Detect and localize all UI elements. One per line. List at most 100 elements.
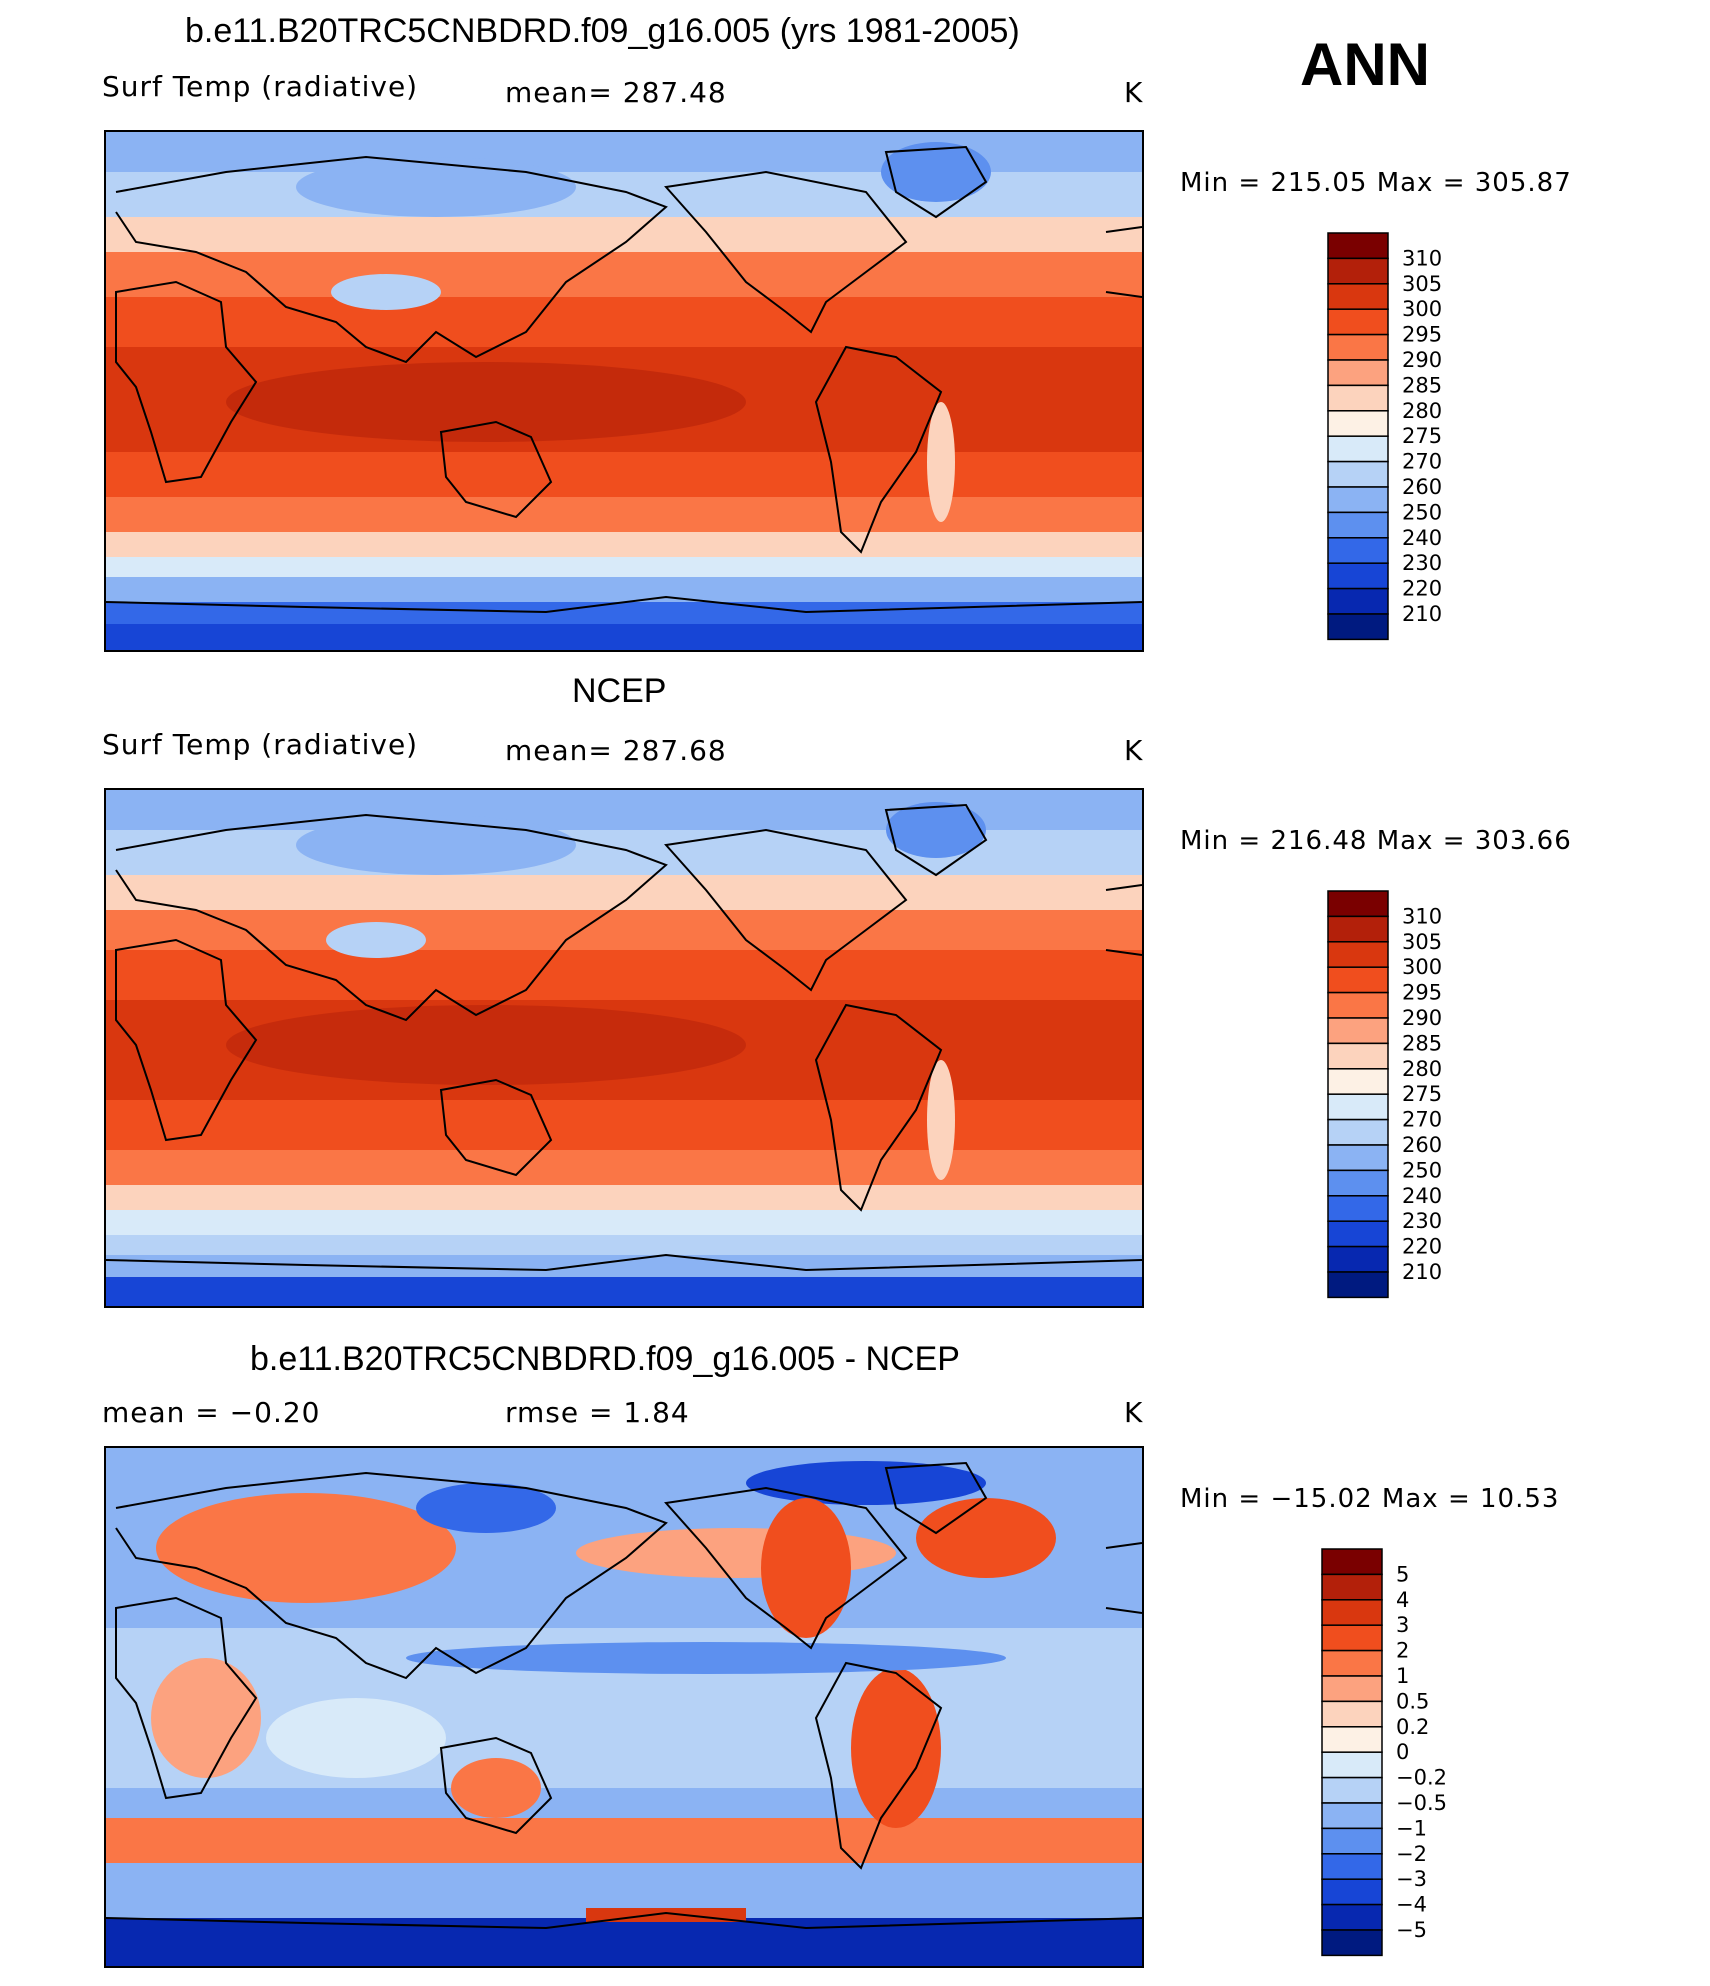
colorbar-level-label: 285 [1402, 373, 1442, 397]
colorbar-swatch-3 [1321, 1624, 1383, 1652]
coast-north-america [664, 1486, 908, 1650]
colorbar-level-label: 310 [1402, 246, 1442, 270]
coast-south-america [814, 1661, 943, 1870]
colorbar-swatch-8 [1321, 1751, 1383, 1779]
colorbar-swatch-15 [1321, 1929, 1383, 1957]
colorbar-level-label: 220 [1402, 1235, 1442, 1259]
panel-3-rmse-label: rmse = 1.84 [505, 1396, 690, 1429]
coast-north-america [664, 828, 908, 992]
panel-1-map-svg [106, 132, 1142, 650]
colorbar-swatch-10 [1321, 1802, 1383, 1830]
colorbar-level-label: 275 [1402, 424, 1442, 448]
band-nh-sub [106, 297, 1142, 347]
colorbar-swatch-7 [1321, 1726, 1383, 1753]
colorbar-swatch-7 [1327, 410, 1389, 437]
diff-africa-warm [151, 1658, 261, 1778]
colorbar-swatch-12 [1321, 1853, 1383, 1880]
colorbar-level-label: 0.2 [1396, 1715, 1429, 1739]
colorbar-level-label: −1 [1396, 1816, 1427, 1840]
colorbar-swatch-2 [1327, 941, 1389, 968]
coast-antarctica [106, 595, 1142, 614]
coast-greenland [884, 1461, 988, 1535]
tibet-cold [326, 922, 426, 958]
colorbar-swatch-9 [1327, 1118, 1389, 1146]
colorbar-swatch-4 [1321, 1649, 1383, 1677]
colorbar-swatch-6 [1327, 1042, 1389, 1070]
colorbar-swatch-1 [1327, 257, 1389, 285]
diff-southern-cool [106, 1863, 1142, 1908]
band-southern-ocean [106, 577, 1142, 602]
colorbar-swatch-5 [1327, 359, 1389, 387]
colorbar-swatch-13 [1327, 1220, 1389, 1248]
coast-australia [439, 420, 553, 519]
colorbar-level-label: 3 [1396, 1613, 1409, 1637]
band-sh-sub [106, 452, 1142, 497]
panel-2-map [104, 788, 1144, 1308]
band-sh-cool [106, 1210, 1142, 1235]
panel-1-variable-label: Surf Temp (radiative) [102, 70, 419, 103]
season-label: ANN [1300, 31, 1430, 98]
colorbar-swatch-1 [1321, 1573, 1383, 1601]
band-subarctic [106, 830, 1142, 875]
diff-indian-neutral [266, 1698, 446, 1778]
colorbar-swatch-8 [1327, 435, 1389, 463]
colorbar-level-label: 305 [1402, 272, 1442, 296]
band-antarctic-edge [106, 1255, 1142, 1277]
coast-eurasia [115, 813, 668, 1022]
colorbar-level-label: 250 [1402, 1158, 1442, 1182]
coast-antarctica [106, 1253, 1142, 1272]
colorbar-level-label: 240 [1402, 526, 1442, 550]
colorbar-swatch-10 [1327, 1144, 1389, 1172]
panel-1-units-label: K [1124, 76, 1144, 109]
colorbar-level-label: 275 [1402, 1082, 1442, 1106]
colorbar-level-label: 250 [1402, 500, 1442, 524]
panel-2-mean-label: mean= 287.68 [505, 734, 727, 767]
colorbar-level-label: 260 [1402, 475, 1442, 499]
colorbar-swatch-6 [1321, 1700, 1383, 1728]
panel-2-variable-label: Surf Temp (radiative) [102, 728, 419, 761]
colorbar-swatch-12 [1327, 537, 1389, 564]
andes-cool [927, 402, 955, 522]
colorbar-level-label: −2 [1396, 1842, 1427, 1866]
colorbar-swatch-13 [1327, 562, 1389, 590]
colorbar-swatch-2 [1321, 1599, 1383, 1626]
coast-africa [115, 280, 258, 484]
colorbar-level-label: 2 [1396, 1639, 1409, 1663]
panel-2-map-svg [106, 790, 1142, 1306]
coast-antarctica [106, 1911, 1142, 1930]
coast-north-america [664, 170, 908, 334]
diff-south-america-warm [851, 1668, 941, 1828]
band-sh-mid-cool [106, 1185, 1142, 1210]
panel-2-min-max: Min = 216.48 Max = 303.66 [1180, 826, 1572, 856]
panel-3-mean-label: mean = −0.20 [102, 1396, 321, 1429]
greenland-cold [881, 142, 991, 202]
coast-europe-east [1105, 226, 1142, 298]
panel-1-mean-label: mean= 287.48 [505, 76, 727, 109]
colorbar-swatch-8 [1327, 1093, 1389, 1121]
coast-south-america [814, 1003, 943, 1212]
panel-1-colorbar-svg: 3103053002952902852802752702602502402302… [1327, 232, 1442, 641]
coast-greenland [884, 803, 988, 877]
colorbar-level-label: −0.2 [1396, 1766, 1447, 1790]
band-sh-sub [106, 1100, 1142, 1150]
panel-3-min-max: Min = −15.02 Max = 10.53 [1180, 1484, 1560, 1514]
andes-cool [927, 1060, 955, 1180]
panel-1-title: b.e11.B20TRC5CNBDRD.f09_g16.005 (yrs 198… [185, 12, 1020, 50]
coast-africa [115, 1596, 258, 1800]
colorbar-swatch-11 [1321, 1827, 1383, 1855]
band-southern-ocean [106, 1235, 1142, 1255]
warm-pool [226, 362, 746, 442]
colorbar-swatch-1 [1327, 915, 1389, 943]
panel-2-colorbar: 310 305 300 295 290 285 280 275 270 260 250 240 230 2… [1326, 889, 1576, 1299]
panel-2-colorbar-svg: 3103053002952902852802752702602502402302… [1327, 890, 1442, 1299]
colorbar-level-label: 240 [1402, 1184, 1442, 1208]
colorbar-level-label: 305 [1402, 930, 1442, 954]
colorbar-level-label: 300 [1402, 955, 1442, 979]
panel-1-min-max: Min = 215.05 Max = 305.87 [1180, 168, 1572, 198]
colorbar-level-label: 260 [1402, 1133, 1442, 1157]
colorbar-level-label: −0.5 [1396, 1791, 1447, 1815]
panel-2-units-label: K [1124, 734, 1144, 767]
diff-arctic-cold [746, 1461, 986, 1505]
colorbar-swatch-9 [1321, 1776, 1383, 1804]
band-sh-cool [106, 557, 1142, 577]
